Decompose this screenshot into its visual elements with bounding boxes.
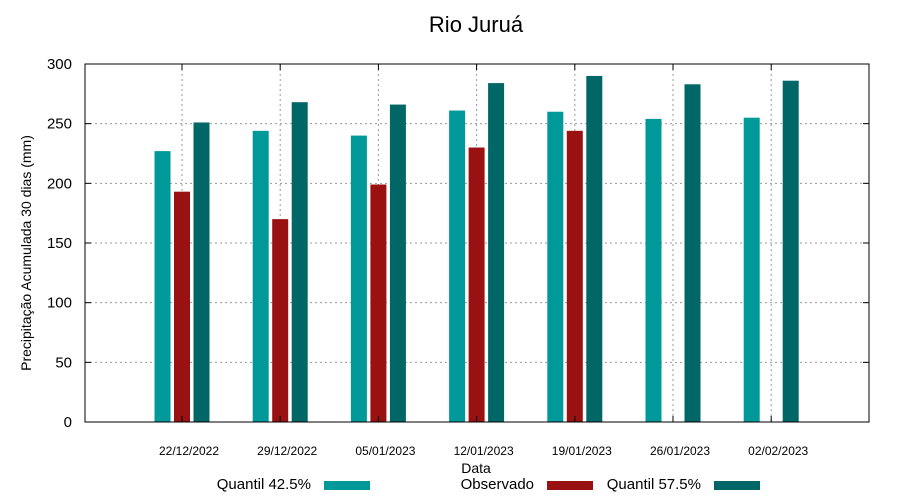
y-tick-label: 150: [47, 235, 72, 252]
bar: [291, 102, 308, 422]
bar: [782, 80, 799, 422]
bar: [743, 117, 760, 422]
x-tick-label: 19/01/2023: [552, 444, 612, 458]
bar: [154, 151, 171, 422]
legend-swatch: [714, 481, 760, 490]
bar: [350, 135, 367, 422]
legend: Quantil 42.5% Observado Quantil 57.5%: [217, 476, 760, 493]
x-tick-label: 12/01/2023: [454, 444, 514, 458]
bar: [488, 83, 505, 423]
chart-title: Rio Juruá: [429, 12, 524, 37]
bar: [547, 111, 564, 422]
bar: [586, 75, 603, 422]
bar: [449, 110, 466, 422]
legend-label: Quantil 42.5%: [217, 476, 311, 493]
y-tick-label: 100: [47, 295, 72, 312]
x-tick-label: 02/02/2023: [748, 444, 808, 458]
y-tick-label: 0: [64, 414, 72, 431]
x-tick-label: 22/12/2022: [159, 444, 219, 458]
x-tick-label: 26/01/2023: [650, 444, 710, 458]
axis-ticks: 0 50 100 150 200 250 300 22/12/2022 29/12/2022 05…: [47, 56, 869, 458]
legend-swatch: [324, 481, 370, 490]
x-axis-label: Data: [461, 460, 491, 476]
y-tick-label: 200: [47, 175, 72, 192]
legend-label: Quantil 57.5%: [607, 476, 701, 493]
bar: [645, 118, 662, 422]
x-tick-label: 29/12/2022: [257, 444, 317, 458]
legend-label: Observado: [461, 476, 534, 493]
y-tick-label: 250: [47, 116, 72, 133]
bar: [468, 147, 485, 423]
y-axis-label: Precipitação Acumulada 30 dias (mm): [18, 135, 34, 371]
bar: [252, 130, 269, 422]
bar: [174, 191, 190, 422]
y-tick-label: 300: [47, 56, 72, 73]
bar: [272, 219, 289, 422]
bar: [370, 184, 387, 422]
x-tick-label: 05/01/2023: [355, 444, 415, 458]
bars: [154, 75, 799, 423]
bar: [684, 84, 701, 422]
y-tick-label: 50: [55, 354, 72, 371]
bar: [193, 122, 210, 423]
bar: [389, 104, 406, 422]
bar: [566, 130, 583, 422]
legend-swatch: [547, 481, 593, 490]
